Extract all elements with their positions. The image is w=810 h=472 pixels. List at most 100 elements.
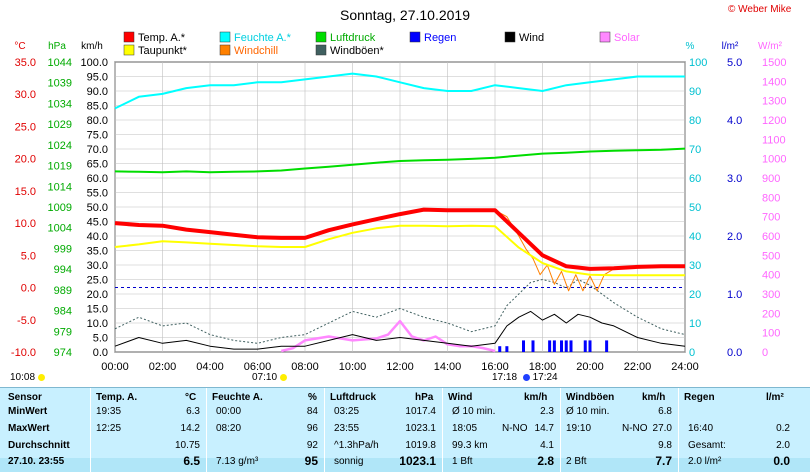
- pressure-tick: 994: [54, 264, 72, 276]
- wind-tick: 45.0: [87, 217, 108, 229]
- hdr-hum-unit: %: [308, 392, 317, 403]
- pressure-tick: 1004: [48, 223, 72, 235]
- stat-wind-a: 99.3 km: [452, 440, 488, 451]
- legend-label: Taupunkt*: [138, 45, 188, 57]
- pressure-tick: 999: [54, 243, 72, 255]
- stat-temp-v: 14.2: [180, 423, 200, 434]
- wind-tick: 60.0: [87, 173, 108, 185]
- stat-press-v: 1017.4: [405, 406, 436, 417]
- x-tick: 00:00: [101, 361, 129, 373]
- moon-icon: [522, 373, 530, 381]
- axis-unit-hpa: hPa: [48, 41, 66, 52]
- sunrise-mid: 07:10: [252, 372, 288, 383]
- hdr-rain: Regen: [684, 392, 715, 403]
- temp-tick: -5.0: [17, 315, 36, 327]
- legend-swatch: [219, 31, 231, 43]
- stat-rain-a: 16:40: [688, 423, 714, 434]
- solar-tick: 1200: [762, 115, 786, 127]
- stat-wind-a: 1 Bft: [452, 456, 473, 467]
- pressure-tick: 1034: [48, 98, 72, 110]
- stat-label: 27.10. 23:55: [8, 456, 65, 467]
- stat-rain-v: 0.0: [773, 454, 790, 468]
- series-wind: [114, 310, 686, 350]
- humidity-tick: 60: [689, 173, 701, 185]
- stat-gust-v: 9.8: [658, 440, 672, 451]
- stat-wind-v: 2.8: [537, 454, 554, 468]
- axis-unit-lm2: l/m²: [722, 41, 739, 52]
- x-tick: 16:00: [481, 361, 509, 373]
- hdr-press-unit: hPa: [415, 392, 434, 403]
- credit-label: © Weber Mike: [728, 4, 792, 15]
- legend-label: Luftdruck: [330, 32, 376, 44]
- hdr-hum: Feuchte A.: [212, 392, 263, 403]
- hdr-wind: Wind: [448, 392, 473, 403]
- wind-tick: 0.0: [93, 347, 108, 359]
- humidity-tick: 80: [689, 115, 701, 127]
- temp-tick: 0.0: [21, 283, 36, 295]
- hdr-temp-unit: °C: [185, 392, 197, 403]
- axis-unit-celsius: °C: [14, 41, 25, 52]
- rain-bar: [569, 340, 573, 352]
- wind-tick: 90.0: [87, 86, 108, 98]
- solar-tick: 1400: [762, 76, 786, 88]
- humidity-tick: 90: [689, 86, 701, 98]
- rain-bar: [522, 340, 525, 352]
- series-taupunkt: [114, 224, 685, 277]
- humidity-tick: 0: [689, 347, 695, 359]
- legend-label: Windchill: [234, 45, 278, 57]
- humidity-tick: 20: [689, 289, 701, 301]
- x-tick: 02:00: [149, 361, 177, 373]
- solar-tick: 800: [762, 192, 780, 204]
- stat-temp-v: 6.5: [183, 454, 200, 468]
- rain-tick: 2.0: [727, 231, 742, 243]
- stat-gust-v: 27.0: [652, 423, 672, 434]
- series-luftdruck: [114, 147, 686, 174]
- solar-tick: 1000: [762, 154, 786, 166]
- rain-bar: [605, 340, 609, 352]
- temp-tick: -10.0: [11, 347, 36, 359]
- stat-hum-v: 96: [306, 423, 318, 434]
- rain-bar: [552, 340, 556, 352]
- legend-label: Feuchte A.*: [234, 32, 292, 44]
- rain-tick: 0.0: [727, 347, 742, 359]
- stat-temp-v: 6.3: [186, 406, 200, 417]
- chart-title: Sonntag, 27.10.2019: [340, 7, 470, 23]
- humidity-tick: 30: [689, 260, 701, 272]
- x-tick: 22:00: [624, 361, 652, 373]
- pressure-tick: 1039: [48, 78, 72, 90]
- solar-tick: 300: [762, 289, 780, 301]
- temp-tick: 35.0: [15, 57, 36, 69]
- stat-temp-t: 12:25: [96, 423, 122, 434]
- stat-label: Durchschnitt: [8, 440, 70, 451]
- stat-gust-v: 6.8: [658, 406, 672, 417]
- sun-icon: [280, 373, 288, 381]
- rain-bar: [564, 340, 568, 352]
- rain-tick: 4.0: [727, 115, 742, 127]
- rain-tick: 1.0: [727, 289, 742, 301]
- pressure-tick: 989: [54, 285, 72, 297]
- wind-tick: 100.0: [80, 57, 108, 69]
- stat-press-t: 03:25: [334, 406, 360, 417]
- stat-press-v: 1023.1: [405, 423, 436, 434]
- series-solar: [281, 319, 496, 353]
- solar-tick: 0: [762, 347, 768, 359]
- stat-rain-v: 2.0: [776, 440, 790, 451]
- solar-tick: 200: [762, 308, 780, 320]
- stat-press-v: 1023.1: [399, 454, 436, 468]
- legend-swatch: [219, 44, 231, 56]
- wind-tick: 70.0: [87, 144, 108, 156]
- stat-gust-a: Ø 10 min.: [566, 406, 610, 417]
- stat-hum-v: 84: [306, 406, 318, 417]
- stat-rain-a: Gesamt:: [688, 440, 726, 451]
- stat-press-t: ^1.3hPa/h: [334, 440, 379, 451]
- stat-temp-v: 10.75: [174, 440, 200, 451]
- solar-tick: 900: [762, 173, 780, 185]
- wind-tick: 75.0: [87, 130, 108, 142]
- stat-temp-t: 19:35: [96, 406, 122, 417]
- hdr-gust-unit: km/h: [642, 392, 666, 403]
- pressure-tick: 1029: [48, 119, 72, 131]
- rain-bar: [505, 346, 509, 352]
- stat-hum-t: 7.13 g/m³: [216, 456, 259, 467]
- wind-tick: 10.0: [87, 318, 108, 330]
- weather-chart: Sonntag, 27.10.2019 Temp. A.* Feuchte A.* L…: [11, 7, 787, 373]
